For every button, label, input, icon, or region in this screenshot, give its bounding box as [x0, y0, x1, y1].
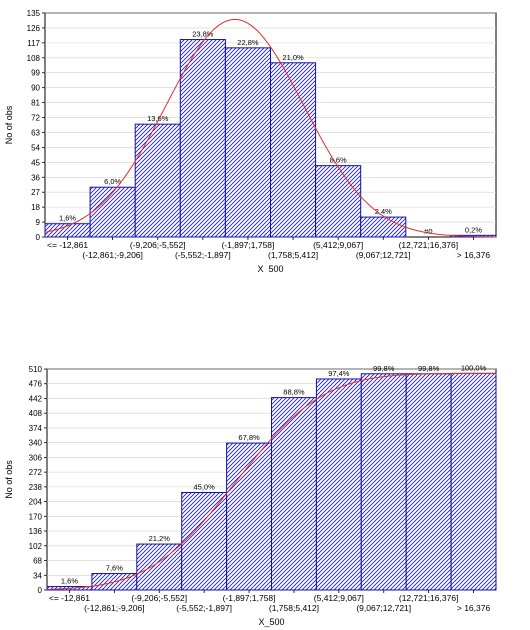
bar-label: 100,0% [461, 363, 487, 372]
y-tick-label: 170 [29, 512, 43, 521]
bar [315, 378, 362, 591]
x-tick-label: (9,067;12,721] [356, 603, 411, 613]
y-axis-title: No of obs [4, 105, 14, 144]
y-tick-label: 68 [33, 557, 42, 566]
bar [360, 216, 407, 238]
bar-label: 13,6% [147, 114, 169, 123]
y-tick-label: 27 [31, 188, 40, 197]
histogram-svg: 0 9 18 27 36 45 54 63 72 81 90 99 108 117 126 135 1,6% <=… [4, 9, 497, 272]
histogram-chart: 0 9 18 27 36 45 54 63 72 81 90 99 108 117 126 135 1,6% <=… [0, 0, 530, 272]
bar-label: 22,8% [237, 38, 259, 47]
y-tick-label: 340 [29, 439, 43, 448]
x-axis-title: X_500 [258, 617, 284, 627]
bar [181, 492, 228, 591]
y-tick-label: 34 [33, 571, 42, 580]
x-tick-label: <= -12,861 [47, 240, 88, 250]
y-tick-label: 18 [31, 203, 40, 212]
bar [360, 373, 407, 591]
y-tick-label: 90 [31, 84, 40, 93]
bar-label: 7,6% [106, 564, 123, 573]
bar [136, 543, 183, 591]
bar [224, 47, 271, 238]
y-tick-label: 81 [31, 99, 40, 108]
x-tick-label: <= -12,861 [49, 593, 90, 603]
x-tick-label: (-5,552;-1,897] [175, 250, 231, 260]
x-tick-label: (-5,552;-1,897] [176, 603, 232, 613]
x-tick-label: (-9,206;-5,552] [131, 593, 187, 603]
bar-label: 88,8% [283, 388, 305, 397]
x-tick-label: > 16,376 [457, 603, 491, 613]
bar-label: 1,6% [61, 577, 78, 586]
x-tick-label: (-12,861;-9,206] [82, 250, 142, 260]
x-tick-label: (-12,861;-9,206] [84, 603, 144, 613]
y-tick-label: 238 [29, 483, 43, 492]
y-tick-label: 0 [36, 233, 41, 242]
bar [450, 372, 497, 591]
y-tick-label: 136 [29, 527, 43, 536]
y-tick-label: 99 [31, 69, 40, 78]
cumulative-histogram-svg: 0 34 68 102 136 170 204 238 272 306 340 374 408 442 47… [4, 363, 497, 627]
x-tick-label: (5,412;9,067] [313, 240, 363, 250]
bar-label: 8,6% [330, 156, 347, 165]
bar-label: 99,8% [373, 364, 395, 373]
fit-curve [46, 372, 497, 590]
bar-label: 67,8% [238, 433, 260, 442]
y-tick-label: 204 [29, 498, 43, 507]
bar [179, 39, 226, 238]
x-tick-label: (12,721;16,376] [399, 593, 459, 603]
y-tick-label: 9 [36, 218, 41, 227]
y-tick-label: 45 [31, 158, 40, 167]
y-tick-label: 510 [29, 365, 43, 374]
y-tick-label: 36 [31, 173, 40, 182]
y-tick-label: 54 [31, 143, 40, 152]
y-tick-label: 63 [31, 128, 40, 137]
bar-label: 21,2% [149, 534, 171, 543]
bar-label: 23,8% [192, 30, 214, 39]
bar-label: 2,4% [375, 207, 392, 216]
y-tick-label: 117 [27, 39, 40, 48]
x-tick-label: (5,412;9,067] [314, 593, 364, 603]
bar [226, 442, 273, 591]
bar [89, 186, 136, 238]
x-tick-label: (1,758;5,412] [269, 603, 319, 613]
bar [270, 62, 317, 238]
x-tick-label: (1,758;5,412] [268, 250, 318, 260]
y-tick-label: 102 [29, 542, 43, 551]
bar [315, 165, 362, 238]
cumulative-histogram-chart: 0 34 68 102 136 170 204 238 272 306 340 374 408 442 47… [0, 340, 530, 630]
y-tick-label: 0 [38, 586, 43, 595]
x-tick-label: (-1,897;1,758] [221, 240, 274, 250]
bar [405, 373, 452, 591]
bar-label: 6,0% [104, 177, 121, 186]
y-tick-label: 272 [29, 468, 43, 477]
y-tick-label: 476 [29, 380, 43, 389]
x-tick-label: (-1,897;1,758] [223, 593, 276, 603]
bar-label: 21,0% [282, 53, 304, 62]
fit-curve [44, 18, 497, 238]
x-tick-label: (9,067;12,721] [356, 250, 411, 260]
bar-label: 0,2% [465, 225, 482, 234]
y-axis-title: No of obs [4, 460, 14, 499]
bar-label: 45,0% [194, 483, 216, 492]
x-axis-title: X_500 [257, 264, 283, 272]
y-tick-label: 374 [29, 424, 43, 433]
y-tick-label: 306 [29, 453, 43, 462]
x-tick-label: (-9,206;-5,552] [130, 240, 186, 250]
y-tick-label: 126 [27, 24, 41, 33]
y-tick-label: 135 [27, 9, 41, 18]
y-tick-label: 442 [29, 394, 43, 403]
bar-label: #0 [424, 227, 432, 236]
bar [271, 397, 317, 591]
bar-label: 99,8% [418, 364, 440, 373]
x-tick-label: (12,721;16,376] [399, 240, 459, 250]
y-tick-label: 408 [29, 409, 43, 418]
bar-label: 97,4% [328, 369, 350, 378]
y-tick-label: 108 [27, 54, 41, 63]
bar-label: 1,6% [59, 214, 76, 223]
x-tick-label: > 16,376 [457, 250, 491, 260]
bar [134, 123, 181, 238]
y-tick-label: 72 [31, 114, 40, 123]
